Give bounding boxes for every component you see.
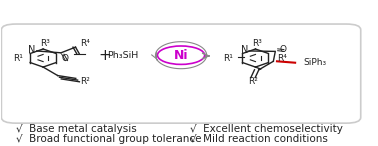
Text: R²: R² [80, 77, 90, 86]
Text: R¹: R¹ [13, 54, 23, 62]
Text: O: O [61, 54, 68, 63]
Text: N: N [241, 45, 248, 55]
Text: Ph₃SiH: Ph₃SiH [107, 51, 139, 60]
Text: R¹: R¹ [223, 54, 233, 62]
Text: R³: R³ [40, 39, 50, 48]
Text: Ni: Ni [174, 49, 188, 62]
Text: √  Excellent chemoselectivity: √ Excellent chemoselectivity [190, 124, 343, 134]
Text: R⁴: R⁴ [80, 39, 90, 48]
Text: √  Broad functional group tolerance: √ Broad functional group tolerance [16, 134, 201, 144]
Text: O: O [280, 45, 287, 54]
Text: SiPh₃: SiPh₃ [304, 58, 327, 67]
Text: R³: R³ [252, 39, 262, 48]
Circle shape [158, 46, 204, 64]
Text: R⁴: R⁴ [277, 54, 287, 63]
Text: +: + [98, 48, 111, 63]
Text: √  Mild reaction conditions: √ Mild reaction conditions [190, 134, 328, 144]
Text: R²: R² [248, 77, 258, 86]
Text: √  Base metal catalysis: √ Base metal catalysis [16, 124, 137, 134]
Text: N: N [28, 45, 36, 55]
